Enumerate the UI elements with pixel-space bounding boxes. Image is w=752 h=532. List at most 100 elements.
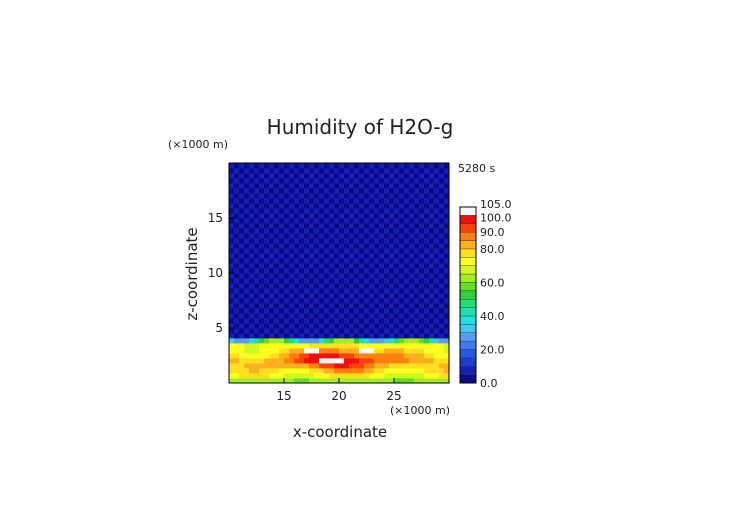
heatmap-cell bbox=[229, 358, 235, 364]
heatmap-cell bbox=[284, 253, 290, 259]
heatmap-cell bbox=[264, 213, 270, 219]
heatmap-cell bbox=[369, 248, 375, 254]
heatmap-cell bbox=[274, 333, 280, 339]
heatmap-cell bbox=[259, 173, 265, 179]
heatmap-cell bbox=[379, 273, 385, 279]
heatmap-cell bbox=[239, 248, 245, 254]
heatmap-cell bbox=[279, 258, 285, 264]
heatmap-cell bbox=[359, 308, 365, 314]
heatmap-cell bbox=[374, 343, 380, 349]
heatmap-cell bbox=[299, 193, 305, 199]
heatmap-cell bbox=[259, 328, 265, 334]
heatmap-cell bbox=[254, 223, 260, 229]
heatmap-cell bbox=[409, 373, 415, 379]
heatmap-cell bbox=[294, 193, 300, 199]
heatmap-cell bbox=[264, 238, 270, 244]
heatmap-cell bbox=[249, 223, 255, 229]
heatmap-cell bbox=[369, 293, 375, 299]
heatmap-cell bbox=[379, 178, 385, 184]
heatmap-cell bbox=[259, 203, 265, 209]
heatmap-cell bbox=[324, 243, 330, 249]
heatmap-cell bbox=[274, 198, 280, 204]
heatmap-cell bbox=[324, 198, 330, 204]
heatmap-cell bbox=[409, 363, 415, 369]
heatmap-cell bbox=[289, 278, 295, 284]
heatmap-cell bbox=[409, 168, 415, 174]
heatmap-cell bbox=[354, 278, 360, 284]
heatmap-cell bbox=[324, 188, 330, 194]
heatmap-cell bbox=[294, 213, 300, 219]
heatmap-cell bbox=[409, 333, 415, 339]
heatmap-cell bbox=[404, 323, 410, 329]
heatmap-cell bbox=[299, 203, 305, 209]
heatmap-cell bbox=[264, 223, 270, 229]
heatmap-cell bbox=[379, 293, 385, 299]
heatmap-cell bbox=[299, 333, 305, 339]
heatmap-cell bbox=[324, 173, 330, 179]
heatmap-cell bbox=[349, 173, 355, 179]
heatmap-cell bbox=[289, 203, 295, 209]
heatmap-cell bbox=[419, 233, 425, 239]
heatmap-cell bbox=[294, 318, 300, 324]
heatmap-cell bbox=[444, 223, 450, 229]
heatmap-cell bbox=[384, 338, 390, 344]
heatmap-cell bbox=[314, 268, 320, 274]
heatmap-cell bbox=[404, 223, 410, 229]
heatmap-cell bbox=[374, 338, 380, 344]
heatmap-cell bbox=[324, 213, 330, 219]
heatmap-cell bbox=[309, 183, 315, 189]
heatmap-cell bbox=[239, 208, 245, 214]
heatmap-cell bbox=[419, 248, 425, 254]
heatmap-cell bbox=[239, 228, 245, 234]
heatmap-cell bbox=[434, 238, 440, 244]
heatmap-cell bbox=[444, 208, 450, 214]
heatmap-cell bbox=[244, 353, 250, 359]
heatmap-cell bbox=[309, 368, 315, 374]
heatmap-cell bbox=[264, 268, 270, 274]
heatmap-cell bbox=[424, 188, 430, 194]
heatmap-cell bbox=[309, 273, 315, 279]
heatmap-cell bbox=[254, 263, 260, 269]
heatmap-cell bbox=[429, 348, 435, 354]
x-tick-label: 15 bbox=[276, 389, 291, 403]
heatmap-cell bbox=[289, 243, 295, 249]
heatmap-cell bbox=[389, 278, 395, 284]
heatmap-cell bbox=[419, 273, 425, 279]
heatmap-cell bbox=[389, 283, 395, 289]
heatmap-cell bbox=[244, 173, 250, 179]
heatmap-cell bbox=[299, 238, 305, 244]
heatmap-cell bbox=[254, 213, 260, 219]
heatmap-cell bbox=[344, 273, 350, 279]
heatmap-cell bbox=[229, 248, 235, 254]
heatmap-cell bbox=[239, 318, 245, 324]
heatmap-cell bbox=[434, 208, 440, 214]
heatmap-cell bbox=[394, 173, 400, 179]
heatmap-cell bbox=[324, 263, 330, 269]
heatmap-cell bbox=[314, 198, 320, 204]
heatmap-cell bbox=[264, 363, 270, 369]
heatmap-cell bbox=[329, 163, 335, 169]
heatmap-cell bbox=[319, 288, 325, 294]
heatmap-cell bbox=[289, 298, 295, 304]
heatmap-cell bbox=[409, 353, 415, 359]
heatmap-cell bbox=[259, 193, 265, 199]
heatmap-cell bbox=[229, 243, 235, 249]
heatmap-cell bbox=[284, 293, 290, 299]
heatmap-cell bbox=[244, 203, 250, 209]
heatmap-cell bbox=[374, 318, 380, 324]
heatmap-cell bbox=[389, 333, 395, 339]
heatmap-cell bbox=[354, 218, 360, 224]
heatmap-cell bbox=[419, 328, 425, 334]
heatmap-cell bbox=[359, 333, 365, 339]
heatmap-cell bbox=[424, 268, 430, 274]
heatmap-cell bbox=[234, 268, 240, 274]
heatmap-cell bbox=[419, 263, 425, 269]
heatmap-cell bbox=[439, 308, 445, 314]
heatmap-cell bbox=[319, 328, 325, 334]
heatmap-cell bbox=[289, 358, 295, 364]
heatmap-cell bbox=[254, 233, 260, 239]
heatmap-cell bbox=[284, 278, 290, 284]
heatmap-cell bbox=[344, 228, 350, 234]
heatmap-cell bbox=[354, 338, 360, 344]
heatmap-cell bbox=[309, 178, 315, 184]
